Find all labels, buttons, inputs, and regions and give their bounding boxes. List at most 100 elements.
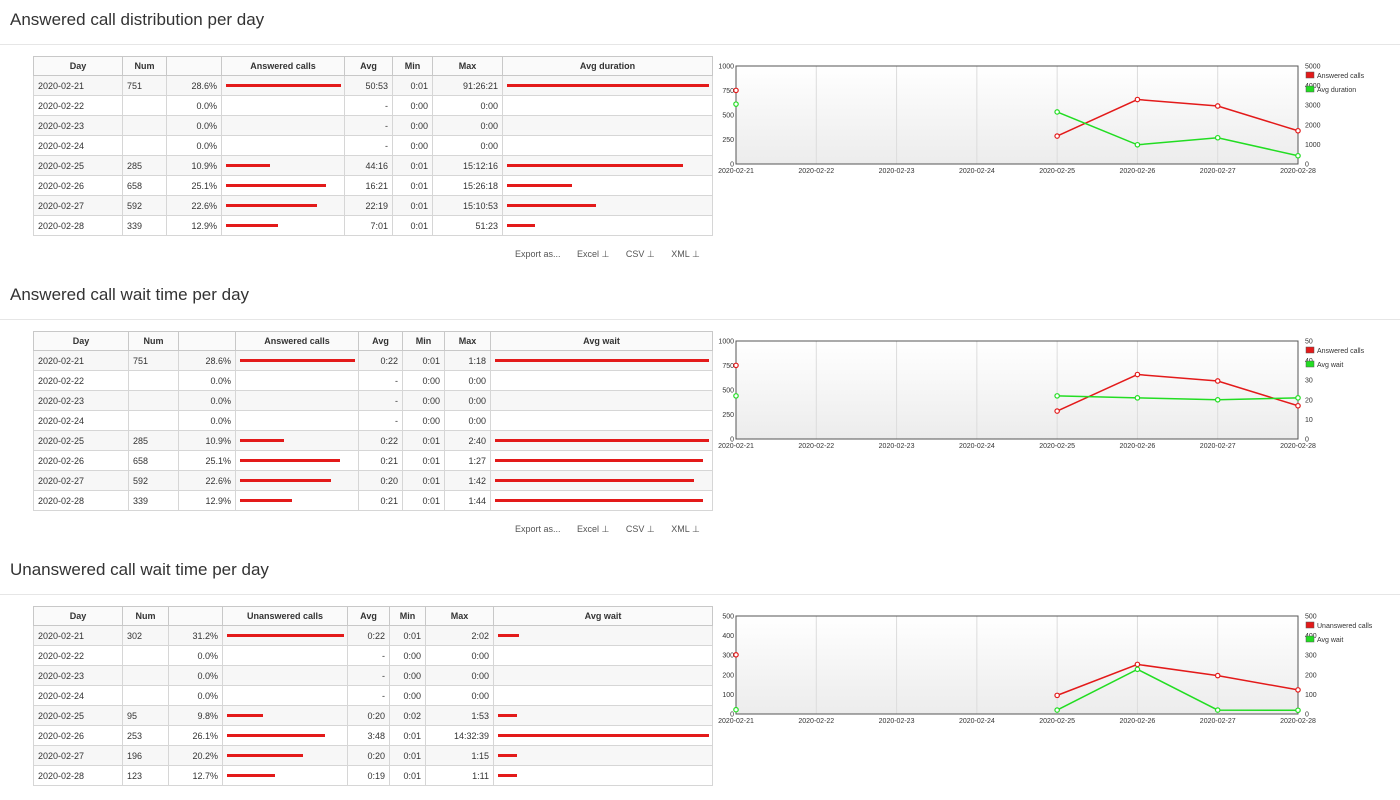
cell-min: 0:01: [392, 195, 433, 216]
cell-day: 2020-02-24: [33, 685, 123, 706]
bar2-cell: [490, 450, 713, 471]
series-point: [733, 101, 739, 107]
bar2-cell: [493, 645, 713, 666]
cell-max: 2:02: [425, 625, 494, 646]
cell-pct: 22.6%: [166, 195, 222, 216]
series-point: [1134, 371, 1141, 378]
series-point: [1295, 395, 1301, 401]
cell-min: 0:01: [392, 155, 433, 176]
bar2-cell: [493, 705, 713, 726]
col-avg[interactable]: Avg: [347, 606, 390, 626]
col-min[interactable]: Min: [402, 331, 445, 351]
cell-pct: 31.2%: [168, 625, 223, 646]
series-line: [1056, 373, 1299, 412]
cell-day: 2020-02-26: [33, 450, 129, 471]
table-row: 2020-02-24 0.0% -0:00 0:00: [33, 410, 713, 431]
cell-min: 0:02: [389, 705, 426, 726]
cell-day: 2020-02-21: [33, 350, 129, 371]
x-tick-label: 2020-02-25: [1039, 718, 1075, 725]
col-bar[interactable]: Answered calls: [235, 331, 359, 351]
cell-day: 2020-02-25: [33, 155, 123, 176]
divider: [0, 44, 1400, 45]
table-row: 2020-02-28 339 12.9% 0:21 0:01 1:44: [33, 490, 713, 511]
series-point: [1295, 152, 1301, 159]
col-num[interactable]: Num: [128, 331, 179, 351]
col-bar2[interactable]: Avg wait: [493, 606, 713, 626]
cell-max: 1:15: [425, 745, 494, 766]
bar2-cell: [502, 155, 713, 176]
cell-pct: 0.0%: [168, 645, 223, 666]
export-csv-link[interactable]: CSV ⊥: [625, 524, 655, 534]
legend-label: Answered calls: [1317, 73, 1365, 80]
series-line: [1056, 663, 1299, 697]
col-avg[interactable]: Avg: [358, 331, 403, 351]
col-max[interactable]: Max: [444, 331, 491, 351]
table-header: Day Num Answered calls Avg Min Max Avg w…: [33, 331, 713, 351]
export-excel-link[interactable]: Excel ⊥: [577, 249, 610, 259]
cell-max: 0:00: [425, 665, 494, 686]
cell-num: 196: [122, 745, 169, 766]
y2-tick-label: 0: [1305, 712, 1309, 719]
bar2-cell: [490, 350, 713, 371]
col-num[interactable]: Num: [122, 606, 169, 626]
table-row: 2020-02-27 592 22.6% 0:20 0:01 1:42: [33, 470, 713, 491]
col-avg[interactable]: Avg: [344, 56, 393, 76]
cell-pct: 12.9%: [178, 490, 236, 511]
export-xml-link[interactable]: XML ⊥: [671, 249, 700, 259]
x-tick-label: 2020-02-21: [718, 718, 754, 725]
section-title: Unanswered call wait time per day: [10, 560, 269, 579]
cell-avg: -: [358, 390, 403, 411]
col-max[interactable]: Max: [432, 56, 503, 76]
legend-swatch: [1305, 71, 1315, 79]
y2-tick-label: 30: [1305, 378, 1313, 385]
cell-max: 0:00: [432, 95, 503, 116]
series-point: [1214, 707, 1221, 713]
bar-cell: [221, 75, 345, 96]
x-tick-label: 2020-02-26: [1120, 443, 1156, 450]
cell-num: 751: [122, 75, 167, 96]
cell-avg: 22:19: [344, 195, 393, 216]
col-bar[interactable]: Answered calls: [221, 56, 345, 76]
col-min[interactable]: Min: [389, 606, 426, 626]
cell-num: [122, 135, 167, 156]
col-day[interactable]: Day: [33, 606, 123, 626]
cell-day: 2020-02-25: [33, 430, 129, 451]
col-pct: [166, 56, 222, 76]
cell-pct: 9.8%: [168, 705, 223, 726]
export-excel-link[interactable]: Excel ⊥: [577, 524, 610, 534]
col-num[interactable]: Num: [122, 56, 167, 76]
table-row: 2020-02-24 0.0% -0:00 0:00: [33, 135, 713, 156]
data-table: Day Num Answered calls Avg Min Max Avg d…: [33, 56, 713, 236]
cell-pct: 0.0%: [168, 685, 223, 706]
cell-max: 0:00: [432, 135, 503, 156]
export-csv-link[interactable]: CSV ⊥: [625, 249, 655, 259]
cell-day: 2020-02-24: [33, 135, 123, 156]
col-max[interactable]: Max: [425, 606, 494, 626]
cell-num: [122, 645, 169, 666]
col-day[interactable]: Day: [33, 56, 123, 76]
y-tick-label: 200: [722, 672, 734, 679]
col-bar[interactable]: Unanswered calls: [222, 606, 348, 626]
export-xml-link[interactable]: XML ⊥: [671, 524, 700, 534]
series-point: [1054, 109, 1060, 115]
table-row: 2020-02-27 592 22.6% 22:19 0:01 15:10:53: [33, 195, 713, 216]
x-tick-label: 2020-02-22: [798, 168, 834, 175]
bar2-cell: [502, 215, 713, 236]
col-bar2[interactable]: Avg duration: [502, 56, 713, 76]
col-day[interactable]: Day: [33, 331, 129, 351]
col-min[interactable]: Min: [392, 56, 433, 76]
cell-num: [122, 115, 167, 136]
col-bar2[interactable]: Avg wait: [490, 331, 713, 351]
cell-max: 1:53: [425, 705, 494, 726]
cell-pct: 0.0%: [166, 135, 222, 156]
cell-avg: 3:48: [347, 725, 390, 746]
table-row: 2020-02-26 253 26.1% 3:48 0:01 14:32:39: [33, 725, 713, 746]
series-line: [1056, 111, 1299, 157]
cell-num: 285: [128, 430, 179, 451]
bar2: [495, 359, 709, 362]
cell-pct: 10.9%: [178, 430, 236, 451]
y2-tick-label: 200: [1305, 672, 1317, 679]
legend-label: Answered calls: [1317, 348, 1365, 355]
y-tick-label: 300: [722, 653, 734, 660]
y-tick-label: 0: [730, 712, 734, 719]
